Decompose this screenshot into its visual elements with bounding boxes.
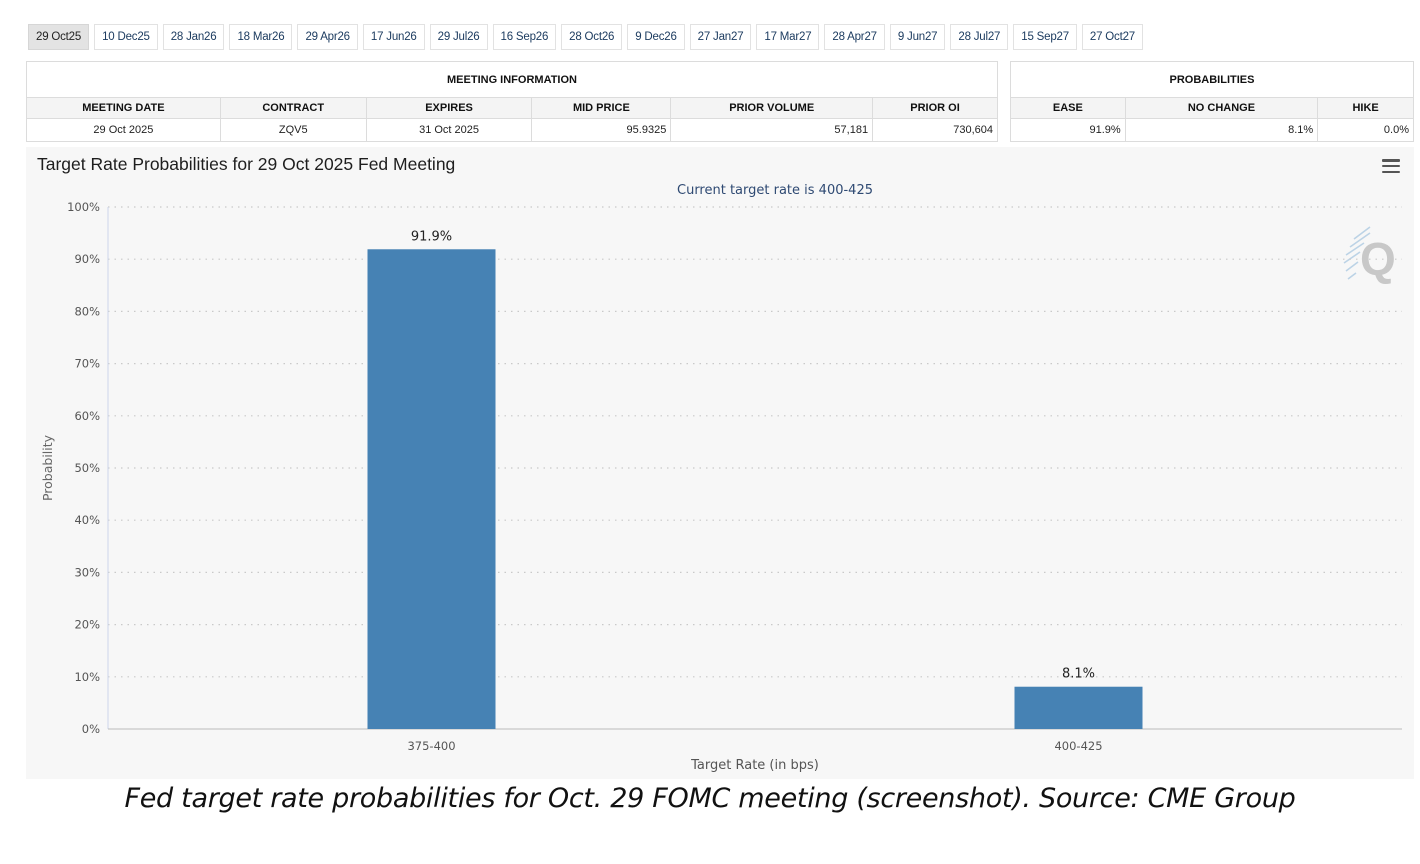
header-meeting-date: MEETING DATE xyxy=(26,97,221,119)
prior-volume-value: 57,181 xyxy=(670,118,874,142)
tab-meeting-13[interactable]: 9 Jun27 xyxy=(889,24,946,50)
hamburger-menu-icon[interactable] xyxy=(1382,159,1400,174)
x-axis-title: Target Rate (in bps) xyxy=(690,758,819,773)
y-tick-label: 0% xyxy=(82,722,100,736)
bar-chart: Current target rate is 400-425 0% 10% 20% 30… xyxy=(40,183,1402,773)
x-tick-label: 400-425 xyxy=(1054,739,1102,753)
tab-meeting-15[interactable]: 15 Sep27 xyxy=(1013,24,1077,50)
x-tick-label: 375-400 xyxy=(407,739,455,753)
tab-meeting-5[interactable]: 17 Jun26 xyxy=(362,24,425,50)
tab-meeting-2[interactable]: 28 Jan26 xyxy=(162,24,225,50)
tab-meeting-0[interactable]: 29 Oct25 xyxy=(28,24,90,50)
meeting-information-heading: MEETING INFORMATION xyxy=(26,61,998,98)
header-prior-oi: PRIOR OI xyxy=(872,97,998,119)
bar-400-425 xyxy=(1014,686,1143,729)
probabilities-table: PROBABILITIES EASE NO CHANGE HIKE 91.9% … xyxy=(1010,61,1414,142)
header-expires: EXPIRES xyxy=(365,97,533,119)
tab-meeting-11[interactable]: 17 Mar27 xyxy=(756,24,820,50)
tab-meeting-3[interactable]: 18 Mar26 xyxy=(229,24,293,50)
y-tick-label: 100% xyxy=(67,200,100,214)
tab-meeting-16[interactable]: 27 Oct27 xyxy=(1081,24,1143,50)
table-row: 91.9% 8.1% 0.0% xyxy=(1010,118,1414,142)
header-no-change: NO CHANGE xyxy=(1124,97,1319,119)
meeting-date-value: 29 Oct 2025 xyxy=(26,118,221,142)
y-tick-label: 60% xyxy=(74,409,100,423)
y-tick-label: 50% xyxy=(74,461,100,475)
ease-value: 91.9% xyxy=(1010,118,1126,142)
tab-meeting-4[interactable]: 29 Apr26 xyxy=(297,24,358,50)
header-ease: EASE xyxy=(1010,97,1126,119)
contract-value: ZQV5 xyxy=(219,118,367,142)
y-tick-label: 30% xyxy=(74,565,100,579)
y-tick-label: 90% xyxy=(74,252,100,266)
chart-panel: Target Rate Probabilities for 29 Oct 202… xyxy=(26,147,1414,779)
no-change-value: 8.1% xyxy=(1124,118,1319,142)
tab-meeting-12[interactable]: 28 Apr27 xyxy=(824,24,885,50)
chart-title: Target Rate Probabilities for 29 Oct 202… xyxy=(37,154,456,174)
y-tick-label: 20% xyxy=(74,618,100,632)
y-axis-title: Probability xyxy=(40,434,55,501)
y-tick-label: 10% xyxy=(74,670,100,684)
chart-subtitle: Current target rate is 400-425 xyxy=(677,183,873,198)
meeting-information-table: MEETING INFORMATION MEETING DATE CONTRAC… xyxy=(26,61,998,142)
y-tick-label: 40% xyxy=(74,513,100,527)
header-prior-volume: PRIOR VOLUME xyxy=(670,97,874,119)
data-label: 91.9% xyxy=(411,229,452,244)
expires-value: 31 Oct 2025 xyxy=(365,118,533,142)
header-hike: HIKE xyxy=(1317,97,1414,119)
meeting-date-tabs: 29 Oct25 10 Dec25 28 Jan26 18 Mar26 29 Apr26… xyxy=(28,24,1143,51)
prior-oi-value: 730,604 xyxy=(872,118,998,142)
tab-meeting-14[interactable]: 28 Jul27 xyxy=(950,24,1009,50)
data-label: 8.1% xyxy=(1062,667,1095,682)
hike-value: 0.0% xyxy=(1317,118,1414,142)
table-row: 29 Oct 2025 ZQV5 31 Oct 2025 95.9325 57,… xyxy=(26,118,998,142)
tab-meeting-10[interactable]: 27 Jan27 xyxy=(689,24,752,50)
bar-375-400 xyxy=(367,249,496,730)
tab-meeting-1[interactable]: 10 Dec25 xyxy=(94,24,158,50)
y-tick-label: 70% xyxy=(74,357,100,371)
mid-price-value: 95.9325 xyxy=(531,118,672,142)
tab-meeting-8[interactable]: 28 Oct26 xyxy=(561,24,623,50)
tab-meeting-6[interactable]: 29 Jul26 xyxy=(429,24,488,50)
tab-meeting-9[interactable]: 9 Dec26 xyxy=(627,24,685,50)
header-contract: CONTRACT xyxy=(219,97,367,119)
probabilities-heading: PROBABILITIES xyxy=(1010,61,1414,98)
header-mid-price: MID PRICE xyxy=(531,97,672,119)
y-tick-label: 80% xyxy=(74,304,100,318)
tab-meeting-7[interactable]: 16 Sep26 xyxy=(492,24,557,50)
figure-caption: Fed target rate probabilities for Oct. 2… xyxy=(124,783,1296,814)
